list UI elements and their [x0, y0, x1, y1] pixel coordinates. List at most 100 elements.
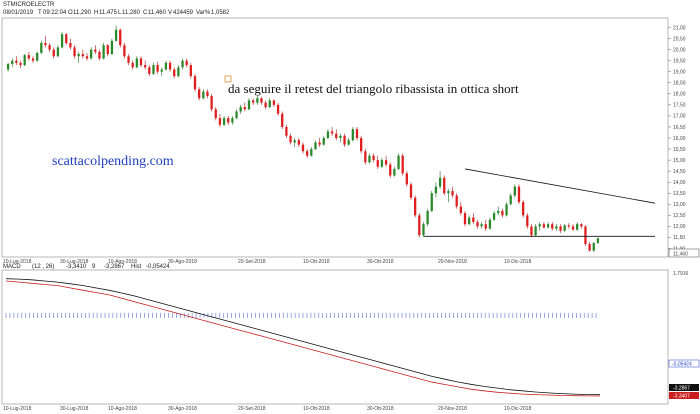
candle	[368, 153, 371, 164]
candle-body	[555, 226, 558, 229]
candle-body	[339, 135, 342, 138]
candle-body	[44, 42, 47, 46]
candle-body	[380, 160, 384, 167]
candle	[23, 54, 26, 67]
candle	[268, 98, 271, 109]
date-tick-label: 30-Lug-2018	[60, 406, 89, 412]
price-tick-label: 14,00	[673, 180, 686, 186]
candle	[393, 166, 396, 177]
candle	[414, 195, 417, 218]
candle	[318, 138, 321, 147]
candle-body	[576, 224, 579, 230]
candle	[505, 202, 508, 217]
candle	[239, 104, 242, 114]
candle	[193, 73, 197, 92]
candle	[131, 60, 134, 70]
last-price-badge	[668, 248, 700, 258]
candle	[384, 155, 388, 167]
candle-body	[85, 56, 89, 59]
header-low: 11,280	[122, 10, 141, 16]
candle-body	[65, 34, 68, 43]
candle-body	[480, 224, 483, 227]
candle	[181, 58, 184, 70]
candle	[214, 107, 217, 121]
candle	[360, 135, 363, 154]
hist-badge	[668, 359, 700, 368]
candle	[351, 126, 354, 142]
header-time: 09:22:04	[43, 10, 67, 16]
candle	[48, 42, 51, 52]
candle	[301, 142, 305, 154]
candle-body	[52, 49, 55, 57]
candle-body	[351, 129, 354, 141]
candle-body	[160, 69, 163, 72]
price-tick-label: 20,50	[673, 36, 686, 42]
candle-body	[372, 155, 375, 161]
candle	[563, 224, 566, 232]
candle-body	[584, 226, 587, 245]
candle	[156, 61, 159, 74]
candle-body	[193, 76, 197, 90]
price-tick-label: 13,50	[673, 191, 686, 197]
candle	[73, 45, 76, 59]
price-tick-label: 12,00	[673, 224, 686, 230]
candle-body	[355, 129, 359, 138]
header-low-label: L	[118, 10, 122, 16]
candle	[198, 87, 201, 101]
candle	[364, 149, 367, 165]
annotation-marker-icon	[224, 75, 232, 83]
candle-body	[414, 197, 417, 216]
candle-body	[551, 224, 554, 229]
price-axis: 21,00 20,50 20,00 19,50 19,00 18,50 18,00 17,50…	[668, 25, 686, 252]
candle-body	[443, 177, 446, 194]
candle-body	[463, 213, 467, 225]
date-tick-label: 30-Ott-2018	[367, 406, 394, 412]
candle-body	[27, 55, 30, 59]
candle-body	[15, 60, 18, 63]
macd-params: (12 , 26)	[32, 264, 54, 270]
candle-body	[409, 184, 413, 198]
candle	[522, 199, 525, 218]
candle	[335, 129, 338, 141]
candle	[202, 89, 205, 100]
candle-body	[135, 58, 138, 68]
candle-body	[56, 47, 60, 57]
candle-body	[102, 45, 105, 59]
candle	[422, 221, 425, 237]
price-tick-label: 20,00	[673, 47, 686, 53]
candle	[596, 237, 600, 245]
candle-body	[434, 186, 438, 194]
candle	[222, 115, 226, 126]
candle	[592, 241, 595, 252]
candle-body	[526, 215, 529, 227]
candle-body	[384, 160, 388, 165]
candle	[293, 138, 296, 147]
candle	[584, 225, 587, 247]
candle	[430, 191, 433, 213]
candle	[555, 224, 558, 231]
candle-body	[77, 54, 80, 57]
macd-panel-frame	[1, 269, 669, 405]
header-time-label: T	[38, 10, 42, 16]
candle	[322, 135, 325, 146]
candle-body	[73, 47, 76, 57]
candle	[306, 149, 309, 158]
date-tick-label: 10-Ago-2018	[108, 406, 137, 412]
candle	[426, 208, 429, 227]
candle-body	[418, 215, 421, 236]
candle-body	[218, 118, 222, 125]
date-tick-label: 10-Dic-2018	[504, 406, 531, 412]
candle-body	[131, 62, 134, 68]
candle-body	[264, 102, 267, 108]
candle-body	[335, 133, 338, 138]
candle	[252, 98, 255, 105]
candle	[106, 44, 109, 57]
candle	[517, 184, 521, 205]
candle	[144, 60, 147, 70]
candle-body	[164, 62, 168, 70]
candle-body	[60, 34, 64, 48]
candle	[463, 210, 467, 227]
price-tick-label: 17,50	[673, 103, 686, 109]
candle	[526, 213, 529, 229]
date-axis-bottom: 10-Lug-2018 30-Lug-2018 10-Ago-2018 30-Ago-…	[3, 406, 531, 412]
